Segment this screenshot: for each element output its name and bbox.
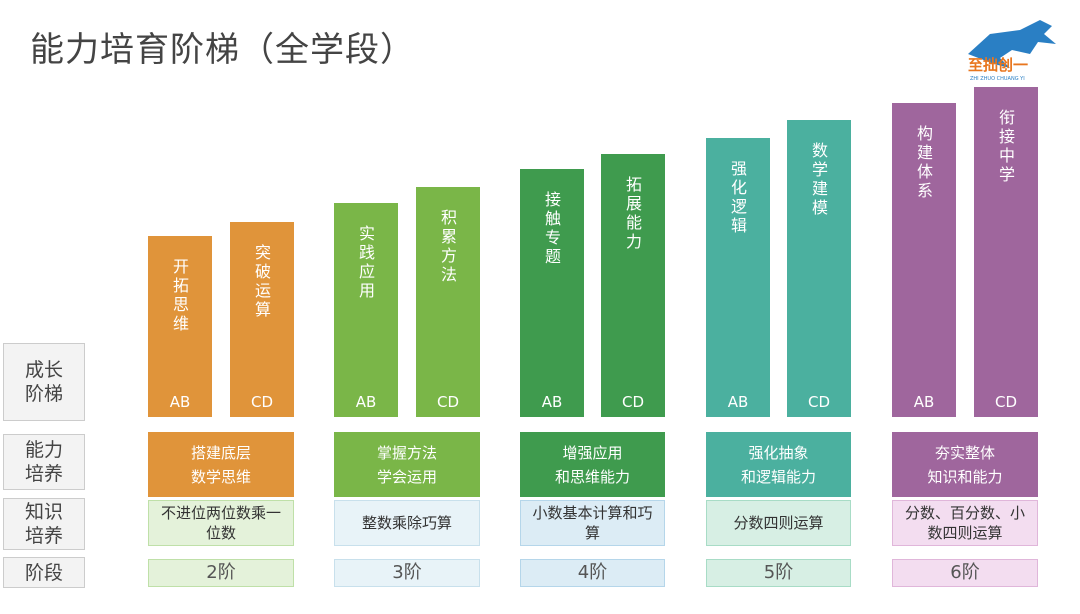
title: 能力培育阶梯（全学段）	[30, 30, 415, 70]
ability-line: 和思维能力	[554, 467, 630, 486]
bar-text: 积累方法	[438, 209, 457, 285]
ability-line: 数学思维	[190, 467, 251, 486]
ladder-bar: 数学建模 CD	[787, 120, 851, 417]
ability-line: 掌握方法	[376, 443, 437, 462]
bar-level: CD	[621, 393, 645, 411]
bar-text: 强化逻辑	[728, 160, 747, 236]
bar-text: 衔接中学	[996, 109, 1015, 185]
bar-text: 数学建模	[809, 142, 828, 218]
ladder-bar: 强化逻辑 AB	[706, 138, 770, 417]
ability-line: 搭建底层	[190, 443, 251, 462]
ladder-bar: 拓展能力 CD	[601, 154, 665, 417]
row-label: 知识培养	[3, 498, 85, 550]
grade-box: 3阶	[334, 559, 480, 587]
row-label: 成长阶梯	[3, 343, 85, 421]
ability-line: 增强应用	[562, 443, 623, 462]
bar-level: AB	[727, 393, 749, 411]
ability-box: 搭建底层 数学思维	[148, 432, 294, 497]
logo-pinyin: ZHI ZHUO CHUANG YI	[970, 76, 1025, 82]
bar-level: AB	[169, 393, 191, 411]
row-label: 能力培养	[3, 434, 85, 490]
knowledge-box: 分数、百分数、小数四则运算	[892, 500, 1038, 546]
ladder-bar: 开拓思维 AB	[148, 236, 212, 417]
ability-line: 夯实整体	[934, 443, 995, 462]
bar-level: AB	[913, 393, 935, 411]
bar-level: CD	[994, 393, 1018, 411]
bar-level: AB	[355, 393, 377, 411]
bar-text: 实践应用	[356, 225, 375, 301]
ladder-bar: 构建体系 AB	[892, 103, 956, 417]
ability-box: 强化抽象 和逻辑能力	[706, 432, 851, 497]
ability-line: 学会运用	[376, 467, 437, 486]
ladder-bar: 接触专题 AB	[520, 169, 584, 417]
bar-text: 开拓思维	[170, 258, 189, 334]
knowledge-box: 整数乘除巧算	[334, 500, 480, 546]
ability-box: 掌握方法 学会运用	[334, 432, 480, 497]
bar-level: CD	[436, 393, 460, 411]
bar-text: 接触专题	[542, 191, 561, 267]
grade-box: 2阶	[148, 559, 294, 587]
grade-box: 6阶	[892, 559, 1038, 587]
ability-line: 知识和能力	[927, 467, 1003, 486]
bar-text: 构建体系	[914, 125, 933, 201]
logo: 至拙创一 ZHI ZHUO CHUANG YI	[968, 20, 1056, 82]
ability-box: 夯实整体 知识和能力	[892, 432, 1038, 497]
ability-box: 增强应用 和思维能力	[520, 432, 665, 497]
knowledge-box: 小数基本计算和巧算	[520, 500, 665, 546]
bar-level: CD	[807, 393, 831, 411]
ladder-bar: 积累方法 CD	[416, 187, 480, 417]
ladder-bar: 突破运算 CD	[230, 222, 294, 417]
grade-box: 4阶	[520, 559, 665, 587]
bar-level: CD	[250, 393, 274, 411]
row-label: 阶段	[3, 557, 85, 588]
knowledge-box: 分数四则运算	[706, 500, 851, 546]
grade-box: 5阶	[706, 559, 851, 587]
ability-line: 和逻辑能力	[740, 467, 816, 486]
logo-name: 至拙创一	[968, 56, 1028, 74]
knowledge-box: 不进位两位数乘一位数	[148, 500, 294, 546]
ability-line: 强化抽象	[748, 443, 809, 462]
bar-level: AB	[541, 393, 563, 411]
bar-text: 拓展能力	[623, 176, 642, 252]
ladder-bar: 实践应用 AB	[334, 203, 398, 417]
ladder-bar: 衔接中学 CD	[974, 87, 1038, 417]
bar-text: 突破运算	[252, 244, 271, 320]
